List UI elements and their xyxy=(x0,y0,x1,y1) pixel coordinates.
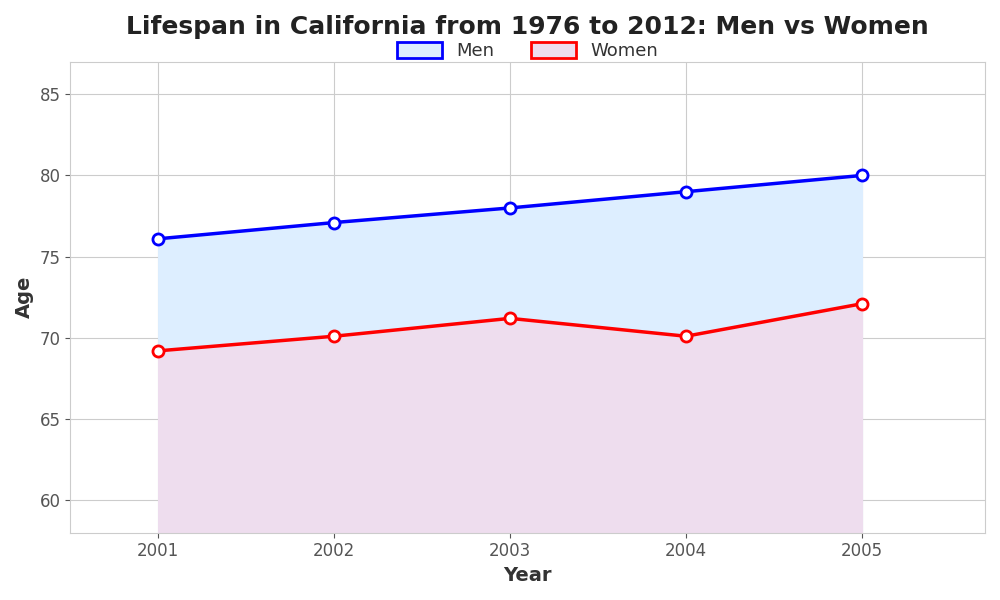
Y-axis label: Age: Age xyxy=(15,276,34,319)
Title: Lifespan in California from 1976 to 2012: Men vs Women: Lifespan in California from 1976 to 2012… xyxy=(126,15,929,39)
Legend: Men, Women: Men, Women xyxy=(388,33,667,70)
X-axis label: Year: Year xyxy=(503,566,552,585)
